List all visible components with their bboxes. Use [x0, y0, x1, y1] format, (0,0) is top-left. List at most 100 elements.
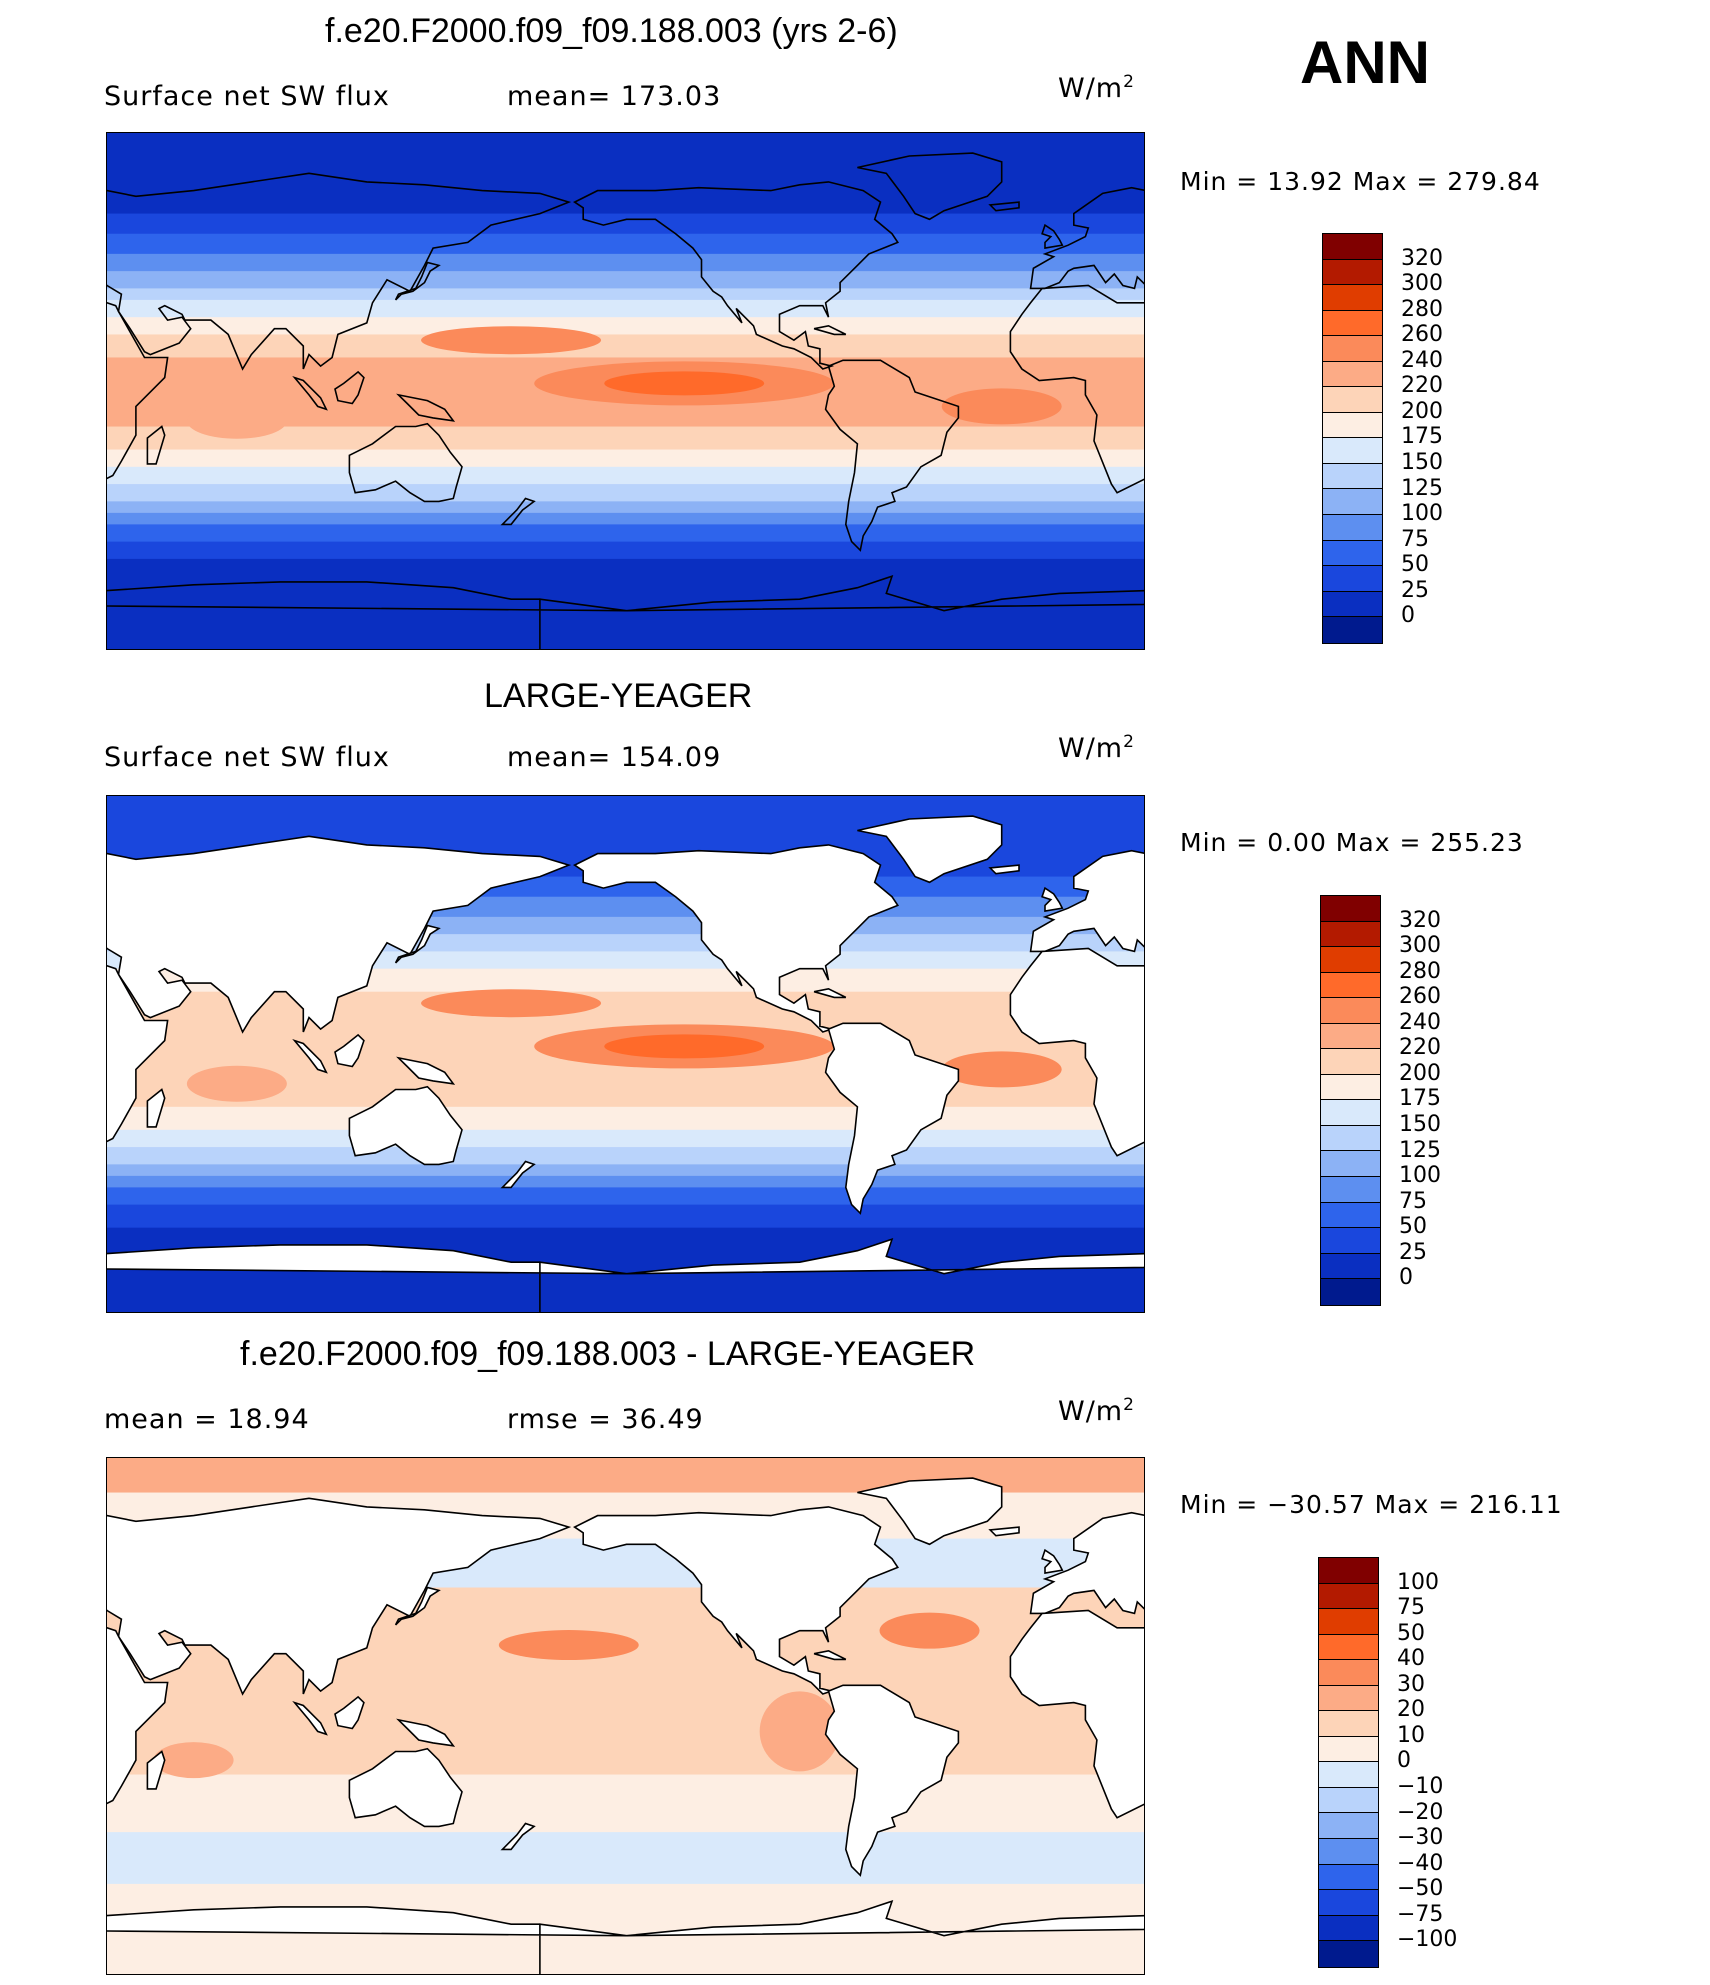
- colorbar-swatch: [1323, 361, 1382, 388]
- coastline-eurasia: [1029, 1511, 1144, 1615]
- field-contour: [498, 1630, 639, 1661]
- colorbar-tick-label: 75: [1401, 526, 1429, 552]
- field-band: [107, 426, 1144, 451]
- coastline-namerica: [573, 844, 900, 1033]
- colorbar-tick-label: 30: [1397, 1671, 1425, 1697]
- panel-3-minmax: Min = −30.57 Max = 216.11: [1180, 1490, 1563, 1519]
- colorbar-swatches: [1322, 233, 1383, 644]
- field-band: [107, 213, 1144, 235]
- field-band: [107, 449, 1144, 468]
- colorbar-tick-label: −100: [1397, 1927, 1458, 1953]
- colorbar-swatch: [1319, 1634, 1378, 1661]
- field-band: [107, 299, 1144, 318]
- coastline-antarctica: [107, 1244, 627, 1312]
- colorbar-swatch: [1323, 387, 1382, 413]
- colorbar-swatch: [1319, 1558, 1378, 1584]
- coastline-eurasia: [1029, 186, 1144, 290]
- field-band: [107, 334, 1144, 358]
- coastline-nz: [500, 1822, 536, 1851]
- colorbar-tick-label: −10: [1397, 1773, 1444, 1799]
- colorbar-swatch: [1321, 1023, 1380, 1050]
- colorbar-tick-label: 125: [1399, 1137, 1441, 1163]
- coastline-samerica: [824, 1684, 960, 1877]
- panel-2-variable-label: Surface net SW flux: [104, 742, 390, 773]
- coastline-africa: [107, 965, 169, 1143]
- colorbar-swatch: [1321, 1253, 1380, 1280]
- coastline-antarctica: [626, 1899, 1144, 1937]
- colorbar-tick-label: 175: [1401, 424, 1443, 450]
- field-band: [107, 541, 1144, 560]
- panel-2-mean-label: mean= 154.09: [507, 742, 722, 773]
- season-label: ANN: [1300, 29, 1430, 96]
- coastline-newguinea: [396, 393, 456, 422]
- colorbar-tick-label: −75: [1397, 1901, 1444, 1927]
- field-band: [107, 1630, 1144, 1776]
- colorbar-swatch: [1319, 1685, 1378, 1712]
- field-band: [107, 253, 1144, 272]
- colorbar-swatch: [1323, 310, 1382, 337]
- coastline-cuba: [813, 987, 847, 999]
- field-band: [107, 133, 1144, 215]
- colorbar-swatch: [1321, 947, 1380, 973]
- coastline-uk: [1041, 1548, 1064, 1575]
- field-contour: [153, 1742, 234, 1779]
- coastline-japan: [394, 261, 441, 301]
- field-band: [107, 501, 1144, 514]
- colorbar-swatch: [1319, 1813, 1378, 1840]
- field-band: [107, 558, 1144, 649]
- coastline-sumatra: [292, 1700, 328, 1736]
- panel-3-rmse-label: rmse = 36.49: [507, 1404, 704, 1435]
- colorbar-tick-label: 50: [1399, 1214, 1427, 1240]
- colorbar-swatch: [1319, 1660, 1378, 1686]
- field-band: [107, 1774, 1144, 1833]
- field-contour: [186, 402, 287, 439]
- coastline-antarctica: [107, 1906, 627, 1974]
- field-contour: [421, 989, 602, 1018]
- colorbar-tick-label: −40: [1397, 1850, 1444, 1876]
- coastline-australia: [348, 1747, 463, 1828]
- colorbar-swatch: [1319, 1890, 1378, 1916]
- colorbar-tick-label: 100: [1397, 1569, 1439, 1595]
- colorbar-swatch: [1319, 1762, 1378, 1788]
- field-band: [107, 1129, 1144, 1148]
- coastline-eurasia: [1029, 849, 1144, 953]
- colorbar-tick-label: 300: [1401, 271, 1443, 297]
- coastline-japan: [394, 924, 441, 964]
- colorbar-tick-label: 150: [1401, 449, 1443, 475]
- field-band: [107, 1175, 1144, 1188]
- colorbar-swatch: [1323, 540, 1382, 567]
- panel-1-title: f.e20.F2000.f09_f09.188.003 (yrs 2-6): [325, 12, 898, 50]
- colorbar-swatch: [1319, 1915, 1378, 1942]
- field-band: [107, 484, 1144, 502]
- panel-2-title: LARGE-YEAGER: [484, 677, 753, 715]
- colorbar-tick-label: 40: [1397, 1646, 1425, 1672]
- coastline-africa: [107, 1627, 169, 1805]
- coastline-africa: [107, 302, 169, 480]
- colorbar-tick-label: 320: [1401, 245, 1443, 271]
- field-band: [107, 512, 1144, 525]
- colorbar-swatch: [1319, 1609, 1378, 1635]
- colorbar-tick-label: 100: [1399, 1163, 1441, 1189]
- colorbar-swatch: [1321, 1049, 1380, 1075]
- coastline-australia: [348, 422, 463, 503]
- colorbar-swatch: [1321, 1177, 1380, 1203]
- colorbar-swatch: [1321, 998, 1380, 1024]
- coastline-namerica: [573, 181, 900, 370]
- colorbar-tick-label: 260: [1399, 984, 1441, 1010]
- coastline-cuba: [813, 324, 847, 336]
- colorbar-swatch: [1319, 1864, 1378, 1891]
- coastline-samerica: [824, 1022, 960, 1215]
- coastline-uk: [1041, 223, 1064, 250]
- colorbar-tick-label: 125: [1401, 475, 1443, 501]
- field-band: [107, 1832, 1144, 1885]
- panel-3-units: W/m2: [1058, 1395, 1135, 1427]
- colorbar-swatch: [1321, 1151, 1380, 1178]
- panel-2-minmax: Min = 0.00 Max = 255.23: [1180, 828, 1524, 857]
- coastline-iceland: [988, 201, 1020, 212]
- coastline-uk: [1041, 886, 1064, 913]
- colorbar-tick-label: 0: [1399, 1265, 1413, 1291]
- coastline-borneo: [334, 1033, 365, 1068]
- colorbar-tick-label: 50: [1397, 1620, 1425, 1646]
- colorbar-swatch: [1323, 515, 1382, 541]
- coastline-nz: [500, 497, 536, 526]
